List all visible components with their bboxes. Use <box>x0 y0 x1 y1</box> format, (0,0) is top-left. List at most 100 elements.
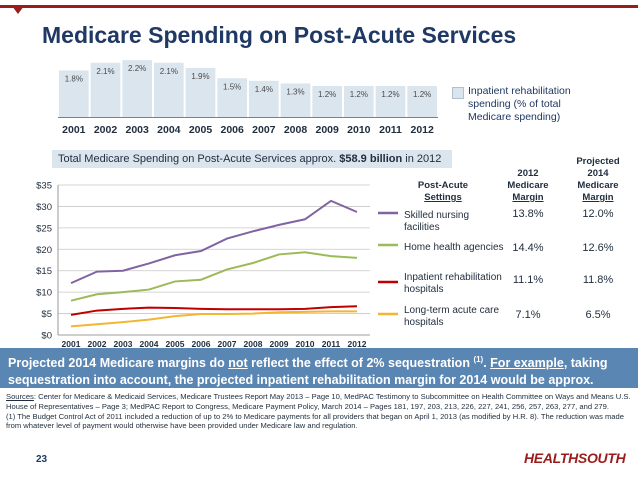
bar-value-label: 1.8% <box>65 75 83 84</box>
margin-2012-hha: 14.4% <box>512 242 544 254</box>
x-tick-label: 2003 <box>114 339 133 349</box>
bar-value-label: 1.2% <box>318 90 336 99</box>
line-chart-title-bold: $58.9 billion <box>339 153 403 165</box>
x-tick-label: 2009 <box>270 339 289 349</box>
bar <box>375 86 406 117</box>
bar <box>185 67 216 117</box>
setting-label-irf: Inpatient rehabilitation hospitals <box>404 272 504 296</box>
bar <box>59 70 89 117</box>
bar-category-label: 2007 <box>252 124 276 136</box>
bar-value-label: 2.1% <box>160 67 178 76</box>
setting-label-line: Home health agencies <box>404 242 504 253</box>
margin-2014-header-line: Margin <box>582 192 614 203</box>
margin-2012-ltch: 7.1% <box>515 309 541 321</box>
bar-category-label: 2001 <box>62 124 86 136</box>
line-chart-title-tail: in 2012 <box>402 153 442 165</box>
page-number: 23 <box>36 454 48 465</box>
bar <box>217 78 247 117</box>
bar-legend-line: Medicare spending) <box>468 111 561 123</box>
margin-2012-header-line: Medicare <box>507 180 549 191</box>
bar-value-label: 1.3% <box>286 87 304 96</box>
bar-category-label: 2004 <box>157 124 181 136</box>
bar-value-label: 1.2% <box>413 90 431 99</box>
x-tick-label: 2001 <box>62 339 81 349</box>
bar-category-label: 2012 <box>410 124 434 136</box>
setting-label-ltch: Long-term acute care hospitals <box>404 305 504 329</box>
line-chart: $0 $5 $10 $15 $20 $25 $30 $35 2001 2002 2003 2004 20… <box>36 181 398 349</box>
margin-2014-header-line: 2014 <box>587 168 609 179</box>
bar-legend-line: spending (% of total <box>468 98 561 110</box>
x-tick-label: 2010 <box>296 339 315 349</box>
slide-title: Medicare Spending on Post-Acute Services <box>42 22 517 48</box>
banner-footnote-ref: (1) <box>473 355 484 364</box>
margin-2014-irf: 11.8% <box>582 274 614 286</box>
y-tick-label: $35 <box>36 181 52 192</box>
bar-category-label: 2002 <box>94 124 118 136</box>
banner-text: reflect the effect of 2% sequestration <box>247 356 474 371</box>
settings-header-line: Settings <box>424 192 462 203</box>
margin-2012-irf: 11.1% <box>512 274 544 286</box>
bar-category-label: 2008 <box>284 124 308 136</box>
bar-value-label: 2.2% <box>128 64 146 73</box>
setting-label-line: hospitals <box>404 284 444 295</box>
y-tick-label: $10 <box>36 288 52 299</box>
setting-label-snf: Skilled nursing facilities <box>404 210 504 234</box>
series-ltch-line <box>70 310 357 328</box>
bar-category-label: 2010 <box>347 124 371 136</box>
x-tick-label: 2012 <box>348 339 367 349</box>
margin-2012-snf: 13.8% <box>512 208 544 220</box>
healthsouth-logo: HEALTHSOUTH <box>524 450 626 466</box>
banner-text: . <box>483 356 491 371</box>
banner-for-example: For example <box>490 356 564 371</box>
margin-2014-snf: 12.0% <box>582 208 614 220</box>
banner-text: , taking sequestration into account, the… <box>8 356 608 405</box>
bar-chart: 1.8% 2001 2.1% 2002 2.2% 2003 2.1% 2004 1.9% 2005… <box>58 60 438 136</box>
setting-label-hha: Home health agencies <box>404 242 504 254</box>
settings-header-line: Post-Acute <box>417 180 469 191</box>
banner-not: not <box>228 356 248 371</box>
bar <box>312 86 342 117</box>
bar <box>90 62 121 117</box>
line-chart-title-plain: Total Medicare Spending on Post-Acute Se… <box>58 153 340 165</box>
bar-value-label: 1.9% <box>191 72 209 81</box>
banner-text: Projected 2014 Medicare margins do <box>8 356 229 371</box>
margin-2014-hha: 12.6% <box>582 242 614 254</box>
y-tick-label: $25 <box>36 223 52 234</box>
x-tick-label: 2004 <box>140 339 159 349</box>
bar-legend-swatch <box>452 87 464 99</box>
margin-2014-header-line: Medicare <box>577 180 619 191</box>
margin-2014-header-line: Projected <box>576 156 620 167</box>
bar-category-label: 2003 <box>125 124 149 136</box>
x-tick-label: 2006 <box>192 339 211 349</box>
setting-label-line: Long-term acute care <box>404 305 500 316</box>
x-tick-label: 2005 <box>166 339 185 349</box>
sequestration-banner: Projected 2014 Medicare margins do not r… <box>0 348 638 404</box>
title-notch-icon <box>12 6 24 14</box>
sources-note: Sources: Center for Medicare & Medicaid … <box>6 392 632 412</box>
bar <box>280 83 311 117</box>
margin-2014-ltch: 6.5% <box>585 309 611 321</box>
bar-legend-line: Inpatient rehabilitation <box>468 85 571 97</box>
settings-header: Post-Acute Settings <box>405 180 481 204</box>
bar-category-label: 2011 <box>379 124 402 136</box>
y-tick-label: $30 <box>36 202 52 213</box>
y-tick-label: $15 <box>36 266 52 277</box>
bar <box>154 62 184 117</box>
margin-2012-header-line: 2012 <box>517 168 539 179</box>
bar-legend: Inpatient rehabilitation spending (% of … <box>468 85 598 124</box>
title-rule <box>0 5 638 8</box>
setting-label-line: Skilled nursing facilities <box>404 210 470 233</box>
bar-value-label: 1.2% <box>381 90 399 99</box>
sources-label: Sources <box>6 392 34 401</box>
series-hha-line <box>70 251 358 302</box>
bar <box>249 80 279 117</box>
series-snf-line <box>70 199 358 285</box>
margin-2012-header-line: Margin <box>512 192 544 203</box>
setting-label-line: hospitals <box>404 317 444 328</box>
bar-category-label: 2009 <box>315 124 339 136</box>
bar-category-label: 2005 <box>189 124 213 136</box>
setting-label-line: Inpatient rehabilitation <box>404 272 502 283</box>
y-tick-label: $0 <box>41 331 52 342</box>
x-tick-label: 2002 <box>88 339 107 349</box>
